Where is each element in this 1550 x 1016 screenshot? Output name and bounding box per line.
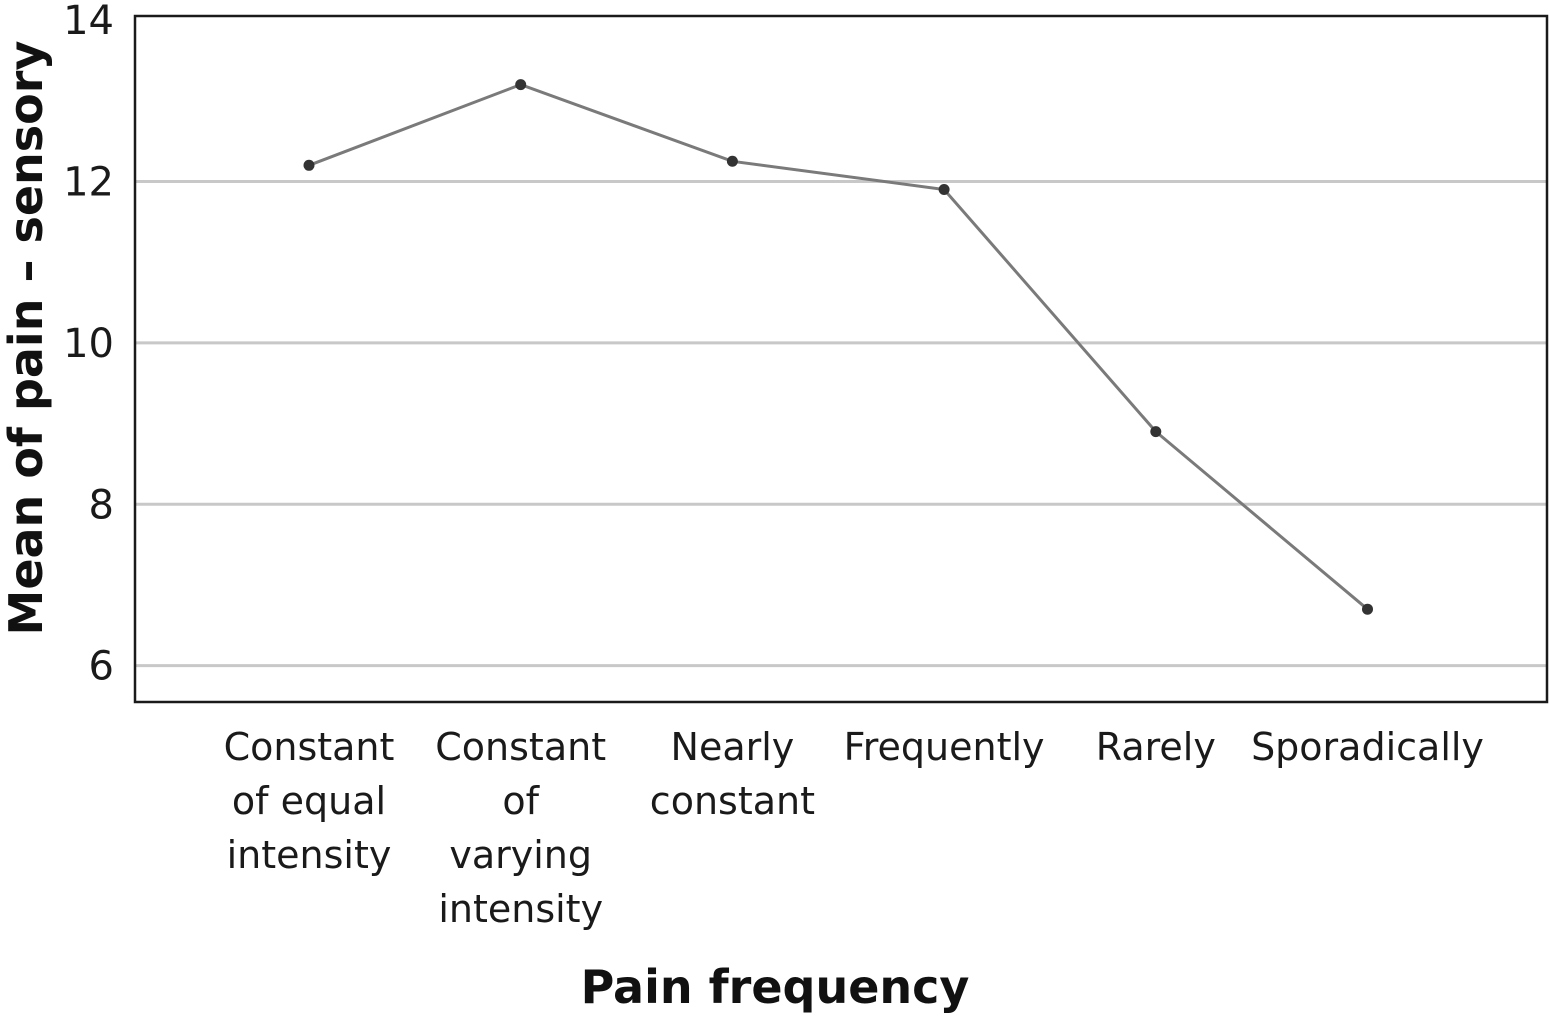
plot-frame xyxy=(133,14,1549,704)
x-category-label: Sporadically xyxy=(1251,725,1484,769)
x-category-label: Nearly constant xyxy=(650,725,815,823)
y-tick-label: 10 xyxy=(63,321,114,367)
y-tick-label: 12 xyxy=(63,159,114,205)
data-point xyxy=(938,184,950,196)
series xyxy=(303,79,1373,615)
data-point xyxy=(515,79,527,91)
x-category-label: Constant of equal intensity xyxy=(224,725,395,877)
series-line xyxy=(308,82,1369,611)
data-point xyxy=(1362,603,1373,615)
x-category-label: Rarely xyxy=(1096,725,1216,769)
x-axis-categories: Constant of equal intensity Constant of varyi… xyxy=(224,725,1484,931)
x-category-label: Constant of varying intensity xyxy=(435,725,606,931)
gridlines xyxy=(135,179,1547,668)
data-point xyxy=(1150,426,1162,438)
y-axis-ticks: 6 8 10 12 14 xyxy=(63,0,114,690)
y-tick-label: 8 xyxy=(89,482,114,528)
data-point xyxy=(303,159,315,171)
x-axis-title: Pain frequency xyxy=(581,960,970,1014)
y-tick-label: 6 xyxy=(89,644,114,690)
x-category-label: Frequently xyxy=(844,725,1045,769)
data-point xyxy=(726,155,738,167)
y-axis-title: Mean of pain – sensory xyxy=(0,41,53,636)
y-tick-label: 14 xyxy=(63,0,114,44)
